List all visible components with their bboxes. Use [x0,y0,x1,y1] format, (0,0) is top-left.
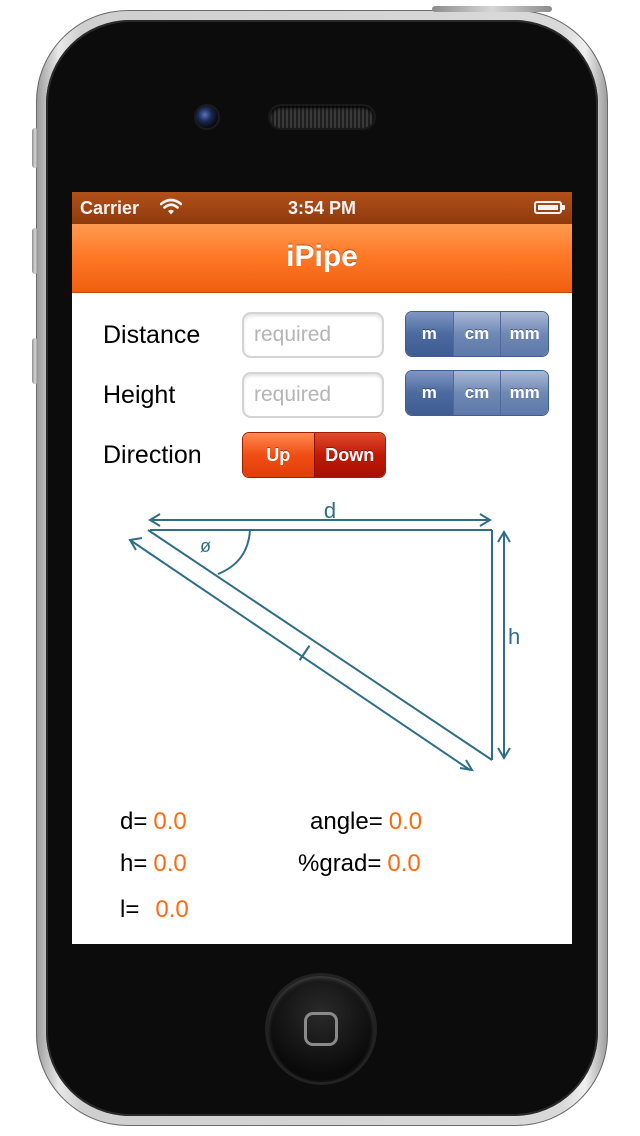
angle-arc [217,529,251,575]
direction-label: Direction [103,441,202,469]
distance-unit-cm[interactable]: cm [452,312,501,356]
status-time: 3:54 PM [287,198,357,218]
battery-icon [534,201,565,214]
pipe-line-upper [147,529,493,761]
result-grad-label: %grad= [298,850,382,877]
height-unit-control: m cm mm [405,370,549,416]
diagram-label-h: h [508,624,520,649]
distance-arrow-right-head [479,513,492,527]
distance-input[interactable] [242,312,384,358]
power-button [432,6,552,12]
distance-arrow-left-head [148,513,161,527]
earpiece-speaker [270,106,374,128]
result-h-label: h= [120,850,148,877]
height-unit-m[interactable]: m [406,371,453,415]
carrier-label: Carrier [80,198,140,218]
height-unit-cm[interactable]: cm [452,371,501,415]
distance-unit-mm[interactable]: mm [500,312,548,356]
volume-down-button [32,338,38,384]
volume-up-button [32,228,38,274]
distance-unit-m[interactable]: m [406,312,453,356]
direction-up-button[interactable]: Up [243,433,314,477]
result-grad: %grad= 0.0 [298,850,421,878]
result-l-label: l= [120,896,140,923]
home-button[interactable] [268,976,374,1082]
mute-switch [32,128,38,168]
status-bar: Carrier 3:54 PM [72,192,572,224]
direction-down-button[interactable]: Down [313,433,385,477]
result-angle-label: angle= [310,808,383,835]
pipe-diagram: d h l ø [128,502,520,772]
result-angle-value: 0.0 [388,808,423,835]
result-grad-value: 0.0 [387,850,421,877]
app-screen: Carrier 3:54 PM iPipe Distance m cm mm H… [72,192,572,944]
pipe-arrow-start-head [128,537,143,551]
result-d-label: d= [120,808,148,835]
height-unit-mm[interactable]: mm [500,371,548,415]
distance-label: Distance [103,321,201,349]
height-arrow-top-head [497,530,511,543]
navigation-bar: iPipe [72,224,572,293]
wifi-icon [160,198,182,215]
result-l-value: 0.0 [155,896,189,923]
home-square-icon [304,1012,338,1046]
height-input[interactable] [242,372,384,418]
result-angle: angle= 0.0 [310,808,422,836]
pipe-arrow-end-head [459,759,474,772]
result-h-value: 0.0 [153,850,187,877]
pipe-line-lower [129,539,471,771]
result-l: l= 0.0 [120,896,189,924]
height-label: Height [103,381,176,409]
height-arrow-bottom-head [497,747,511,760]
direction-control: Up Down [242,432,386,478]
result-d: d= 0.0 [120,808,187,836]
page-title: iPipe [286,240,358,273]
distance-unit-control: m cm mm [405,311,549,357]
diagram-label-phi: ø [200,536,211,556]
result-d-value: 0.0 [153,808,187,835]
result-h: h= 0.0 [120,850,187,878]
front-camera-icon [196,106,218,128]
diagram-label-d: d [324,502,336,523]
